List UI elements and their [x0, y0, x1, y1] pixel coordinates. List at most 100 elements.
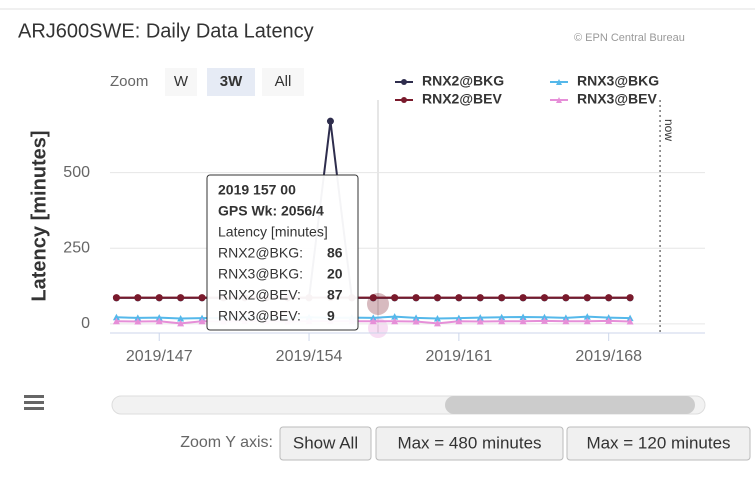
scrollbar-thumb[interactable] — [445, 396, 695, 414]
y-zoom-button[interactable] — [566, 426, 751, 461]
point — [433, 319, 441, 327]
y-zoom-label: Zoom Y axis: — [180, 434, 273, 451]
point — [198, 294, 206, 302]
point — [155, 294, 163, 302]
legend-label[interactable]: RNX2@BEV — [422, 91, 502, 107]
y-zoom-button-label: Max = 120 minutes — [586, 433, 730, 452]
credits: © EPN Central Bureau — [574, 32, 685, 44]
point — [177, 294, 185, 302]
zoom-button[interactable] — [207, 68, 255, 96]
point — [198, 317, 206, 325]
point — [412, 314, 420, 321]
tooltip-text: Latency [minutes] — [218, 224, 328, 240]
point — [583, 294, 591, 302]
x-tick-label: 2019/168 — [575, 348, 642, 365]
chart-title: ARJ600SWE: Daily Data Latency — [18, 20, 314, 42]
point — [498, 294, 506, 302]
point — [626, 294, 634, 302]
now-label: now — [662, 119, 676, 141]
legend-marker — [401, 79, 407, 85]
point — [112, 313, 120, 321]
point — [155, 314, 163, 321]
menu-bar — [24, 395, 44, 398]
point — [540, 313, 548, 321]
point — [391, 294, 399, 302]
y-zoom-button-label: Show All — [293, 433, 358, 452]
point — [155, 317, 163, 325]
point — [433, 314, 441, 322]
point — [519, 317, 527, 325]
point — [562, 314, 570, 321]
tooltip-text: 9 — [327, 308, 335, 324]
x-tick-label: 2019/161 — [425, 348, 492, 365]
point — [177, 319, 185, 327]
point — [583, 313, 591, 320]
y-tick-label: 500 — [63, 164, 90, 181]
point — [134, 314, 142, 321]
point — [412, 318, 420, 325]
point — [605, 317, 613, 324]
menu-icon[interactable] — [24, 395, 44, 410]
zoom-button-label: All — [275, 73, 292, 90]
y-zoom-button[interactable] — [279, 426, 372, 461]
legend-marker — [556, 79, 562, 85]
tooltip-box — [206, 174, 359, 331]
point — [433, 294, 441, 302]
zoom-label: Zoom — [110, 73, 148, 90]
point — [476, 318, 484, 325]
point — [583, 317, 591, 325]
point — [112, 294, 120, 302]
tooltip-text: RNX3@BEV: — [218, 308, 301, 324]
y-axis-title: Latency [minutes] — [28, 130, 50, 301]
zoom-button[interactable] — [262, 68, 304, 96]
tooltip-text: GPS Wk: 2056/4 — [218, 203, 324, 219]
point — [369, 317, 377, 325]
point — [498, 317, 506, 325]
point — [519, 294, 527, 302]
zoom-button[interactable] — [165, 68, 197, 96]
point — [605, 314, 613, 321]
point — [519, 313, 527, 320]
point — [540, 317, 548, 324]
menu-bar — [24, 401, 44, 404]
point — [369, 294, 377, 302]
point — [562, 294, 570, 302]
point — [112, 317, 120, 325]
point — [134, 318, 142, 325]
legend-marker — [556, 97, 562, 103]
y-zoom-button-label: Max = 480 minutes — [397, 433, 541, 452]
tooltip-text: 2019 157 00 — [218, 182, 296, 198]
tooltip-text: RNX2@BEV: — [218, 287, 301, 303]
tooltip-text: RNX2@BKG: — [218, 245, 303, 261]
x-tick-label: 2019/147 — [126, 348, 193, 365]
point — [626, 314, 634, 322]
point — [391, 313, 399, 320]
menu-bar — [24, 407, 44, 410]
point — [455, 294, 463, 302]
point — [605, 294, 613, 302]
y-zoom-button[interactable] — [375, 426, 564, 461]
point — [369, 314, 377, 321]
tooltip-text: 86 — [327, 245, 343, 261]
point — [540, 294, 548, 302]
point — [391, 317, 399, 325]
point — [412, 294, 420, 302]
tooltip: 2019 157 00 GPS Wk: 2056/4 Latency [minute… — [206, 174, 359, 331]
y-tick-label: 250 — [63, 239, 90, 256]
point — [498, 313, 506, 321]
legend-label[interactable]: RNX3@BEV — [577, 91, 657, 107]
tooltip-text: 87 — [327, 287, 343, 303]
y-tick-label: 0 — [81, 315, 90, 332]
zoom-button-label: 3W — [220, 73, 243, 90]
point — [177, 314, 185, 322]
zoom-button-label: W — [174, 73, 189, 90]
legend-label[interactable]: RNX3@BKG — [577, 73, 659, 89]
point — [134, 294, 142, 302]
x-tick-label: 2019/154 — [276, 348, 343, 365]
point — [626, 318, 634, 325]
legend-label[interactable]: RNX2@BKG — [422, 73, 504, 89]
point — [476, 314, 484, 321]
tooltip-text: 20 — [327, 266, 343, 282]
point — [326, 117, 334, 125]
